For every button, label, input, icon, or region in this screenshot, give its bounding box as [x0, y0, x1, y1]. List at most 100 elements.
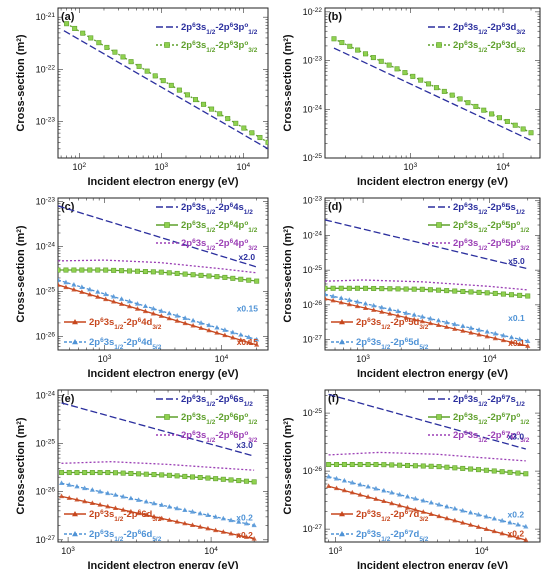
x-tick-label: 102 [72, 162, 86, 173]
data-point [504, 118, 510, 124]
series-e-3 [61, 461, 255, 471]
data-point [525, 338, 531, 343]
data-point [452, 505, 458, 511]
data-point [354, 285, 360, 291]
series-line [328, 393, 526, 450]
data-point [452, 517, 458, 523]
data-point [365, 494, 371, 499]
data-point [365, 461, 371, 467]
y-tick-label: 10-27 [36, 534, 56, 545]
data-point [66, 470, 72, 476]
data-point [460, 507, 466, 513]
data-point [444, 503, 450, 509]
data-point [197, 510, 203, 516]
series-f-4 [326, 483, 529, 542]
panel-c: 103 104 10-23 10-24 10-25 10-26 Incident elect… [15, 196, 269, 380]
data-point [151, 513, 157, 519]
data-point [217, 111, 223, 117]
data-point [373, 461, 379, 467]
data-point [166, 503, 173, 509]
data-point [95, 289, 101, 294]
panel-b: 103 104 10-22 10-23 10-24 10-25 Incident elect… [282, 6, 541, 188]
data-point [66, 482, 72, 487]
data-point [143, 498, 149, 504]
data-point [58, 480, 65, 486]
data-point [473, 103, 479, 109]
data-point [246, 339, 252, 345]
data-point [373, 496, 379, 501]
data-point [427, 287, 433, 293]
data-point [491, 528, 497, 534]
data-point [150, 305, 156, 311]
data-point [412, 495, 418, 501]
series-line [58, 284, 257, 346]
data-point [523, 471, 529, 477]
data-point [330, 293, 336, 299]
data-point [249, 130, 255, 136]
data-point [394, 66, 400, 72]
data-point [357, 481, 363, 487]
data-point [160, 78, 166, 84]
y-axis-title: Cross-section (m2) [282, 225, 294, 322]
panel-f: 103 104 10-25 10-26 10-27 Incident electron e… [282, 389, 541, 569]
data-point [72, 25, 78, 31]
data-point [465, 100, 471, 106]
y-tick-label: 10-23 [303, 195, 323, 206]
legend-label: 2p63s1/2-2p64d5/2 [89, 337, 162, 351]
data-point [174, 473, 180, 479]
data-point [397, 462, 403, 468]
x-tick-label: 104 [204, 546, 218, 557]
data-point [251, 522, 257, 528]
data-point [330, 297, 336, 303]
data-point [397, 502, 403, 508]
data-point [58, 493, 65, 499]
data-point [150, 310, 156, 316]
data-point [483, 513, 489, 519]
data-point [120, 507, 126, 512]
series-a-2 [64, 21, 268, 145]
data-point [389, 500, 395, 506]
data-point [74, 470, 80, 476]
data-point [104, 44, 110, 50]
y-tick-label: 10-24 [303, 104, 323, 115]
panel-a: 102 103 104 10-21 10-22 10-23 Incident electro… [15, 7, 269, 188]
data-point [58, 277, 61, 282]
scale-annotation: x0.2 [508, 509, 525, 519]
data-point [444, 324, 450, 329]
data-point [346, 285, 352, 291]
data-point [346, 297, 352, 302]
panel-d: 103 104 10-23 10-24 10-25 10-26 10-27 Incident … [282, 195, 541, 380]
series-a-1 [63, 30, 268, 150]
x-tick-label: 104 [475, 546, 489, 557]
data-point [79, 289, 85, 294]
data-point [63, 267, 69, 273]
data-point [142, 303, 149, 309]
data-point [209, 106, 215, 112]
y-tick-label: 10-25 [36, 286, 56, 297]
data-point [452, 465, 458, 471]
data-point [120, 54, 126, 60]
data-point [525, 343, 531, 348]
legend-label: 2p63s1/2-2p64po3/2 [181, 238, 258, 252]
data-point [457, 96, 463, 102]
y-tick-label: 10-25 [303, 153, 323, 164]
data-point [333, 475, 340, 481]
data-point [403, 314, 409, 320]
legend-label: 2p63s1/2-2p67po3/2 [453, 430, 530, 444]
panel-e: 103 104 10-24 10-25 10-26 10-27 Incident elect… [15, 389, 269, 569]
panel-label: (e) [61, 393, 75, 405]
data-point [475, 511, 482, 517]
data-point [484, 290, 490, 296]
data-point [404, 504, 411, 510]
legend-a: 2p63s1/2-2p63po1/2 2p63s1/2-2p63po3/2 [156, 22, 258, 54]
data-point [444, 319, 450, 325]
data-point [71, 286, 77, 292]
data-point [475, 524, 482, 529]
data-point [397, 491, 403, 497]
data-point [370, 55, 376, 61]
data-point [254, 336, 260, 342]
data-point [206, 327, 212, 333]
minor-ticks [58, 390, 268, 543]
data-point [254, 342, 260, 347]
data-point [89, 470, 95, 476]
